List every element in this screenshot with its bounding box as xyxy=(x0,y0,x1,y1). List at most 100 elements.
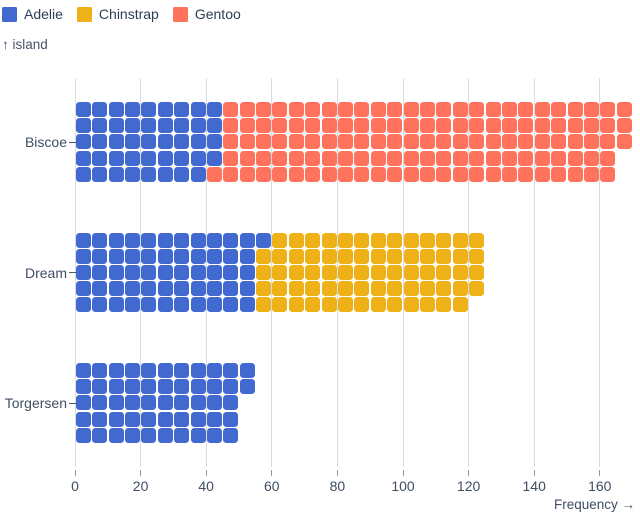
waffle-cell-chinstrap xyxy=(338,264,354,280)
waffle-band-dream xyxy=(75,232,485,313)
waffle-cell-chinstrap xyxy=(272,264,288,280)
waffle-cell-adelie xyxy=(92,166,108,182)
waffle-cell-gentoo xyxy=(256,118,272,134)
legend-swatch-icon xyxy=(172,6,188,22)
waffle-cell-chinstrap xyxy=(436,248,452,264)
legend: Adelie Chinstrap Gentoo xyxy=(2,6,241,22)
waffle-cell-gentoo xyxy=(567,134,583,150)
waffle-cell-adelie xyxy=(92,281,108,297)
waffle-cell-adelie xyxy=(141,379,157,395)
waffle-cell-adelie xyxy=(174,281,190,297)
waffle-cell-adelie xyxy=(157,281,173,297)
legend-item-chinstrap: Chinstrap xyxy=(76,6,159,22)
waffle-cell-gentoo xyxy=(469,118,485,134)
x-axis-title: Frequency → xyxy=(553,497,635,512)
waffle-cell-adelie xyxy=(75,134,91,150)
waffle-cell-gentoo xyxy=(403,150,419,166)
waffle-cell-adelie xyxy=(92,363,108,378)
waffle-cell-chinstrap xyxy=(420,264,435,280)
waffle-cell-gentoo xyxy=(305,150,321,166)
waffle-cell-adelie xyxy=(206,411,222,427)
waffle-cell-chinstrap xyxy=(272,248,288,264)
waffle-cell-adelie xyxy=(75,411,91,427)
y-tick-label-torgersen: Torgersen xyxy=(4,395,67,411)
waffle-cell-gentoo xyxy=(370,166,386,182)
waffle-cell-gentoo xyxy=(288,150,304,166)
waffle-cell-adelie xyxy=(108,102,124,117)
waffle-cell-gentoo xyxy=(616,102,632,117)
waffle-cell-adelie xyxy=(223,264,239,280)
waffle-cell-adelie xyxy=(157,379,173,395)
waffle-cell-gentoo xyxy=(583,150,599,166)
waffle-cell-gentoo xyxy=(600,134,616,150)
waffle-cell-adelie xyxy=(124,427,140,443)
waffle-cell-adelie xyxy=(174,150,190,166)
x-tick-label-100: 100 xyxy=(391,478,415,494)
waffle-cell-adelie xyxy=(141,134,157,150)
waffle-cell-adelie xyxy=(157,118,173,134)
waffle-cell-chinstrap xyxy=(305,281,321,297)
waffle-cell-adelie xyxy=(157,264,173,280)
waffle-cell-gentoo xyxy=(583,166,599,182)
waffle-cell-gentoo xyxy=(452,102,468,117)
waffle-cell-adelie xyxy=(174,264,190,280)
waffle-cell-adelie xyxy=(108,281,124,297)
legend-item-adelie: Adelie xyxy=(2,6,63,22)
waffle-cell-gentoo xyxy=(239,150,255,166)
waffle-cell-chinstrap xyxy=(288,264,304,280)
waffle-cell-chinstrap xyxy=(387,297,403,313)
waffle-cell-gentoo xyxy=(600,166,616,182)
waffle-cell-adelie xyxy=(174,102,190,117)
waffle-cell-adelie xyxy=(206,232,222,248)
waffle-cell-chinstrap xyxy=(272,232,288,248)
waffle-cell-gentoo xyxy=(288,134,304,150)
waffle-cell-adelie xyxy=(223,411,239,427)
waffle-cell-adelie xyxy=(75,281,91,297)
waffle-cell-chinstrap xyxy=(256,248,272,264)
waffle-cell-gentoo xyxy=(420,134,435,150)
waffle-cell-chinstrap xyxy=(354,281,370,297)
waffle-cell-gentoo xyxy=(436,150,452,166)
waffle-cell-adelie xyxy=(223,297,239,313)
waffle-cell-adelie xyxy=(141,264,157,280)
waffle-cell-chinstrap xyxy=(338,248,354,264)
waffle-cell-adelie xyxy=(124,134,140,150)
waffle-cell-gentoo xyxy=(223,134,239,150)
waffle-cell-adelie xyxy=(108,427,124,443)
waffle-cell-gentoo xyxy=(583,134,599,150)
waffle-cell-gentoo xyxy=(436,134,452,150)
waffle-cell-gentoo xyxy=(600,118,616,134)
waffle-cell-chinstrap xyxy=(288,248,304,264)
waffle-cell-adelie xyxy=(141,395,157,411)
waffle-cell-adelie xyxy=(92,102,108,117)
waffle-cell-adelie xyxy=(239,264,255,280)
waffle-cell-gentoo xyxy=(223,118,239,134)
waffle-cell-adelie xyxy=(190,411,206,427)
waffle-cell-gentoo xyxy=(534,150,550,166)
waffle-cell-adelie xyxy=(92,150,108,166)
waffle-cell-adelie xyxy=(157,134,173,150)
waffle-cell-adelie xyxy=(190,248,206,264)
waffle-cell-chinstrap xyxy=(288,297,304,313)
waffle-cell-adelie xyxy=(157,395,173,411)
waffle-cell-gentoo xyxy=(305,166,321,182)
waffle-cell-adelie xyxy=(124,102,140,117)
waffle-cell-adelie xyxy=(108,150,124,166)
waffle-cell-adelie xyxy=(108,166,124,182)
waffle-cell-gentoo xyxy=(338,166,354,182)
y-tick-torgersen xyxy=(69,402,77,404)
x-tick-label-80: 80 xyxy=(329,478,346,494)
waffle-cell-gentoo xyxy=(551,102,567,117)
waffle-cell-gentoo xyxy=(338,102,354,117)
waffle-cell-adelie xyxy=(223,395,239,411)
waffle-cell-gentoo xyxy=(387,118,403,134)
waffle-cell-chinstrap xyxy=(403,264,419,280)
waffle-cell-adelie xyxy=(223,427,239,443)
waffle-cell-adelie xyxy=(174,297,190,313)
waffle-cell-chinstrap xyxy=(272,297,288,313)
gridline-x-100 xyxy=(402,78,404,467)
waffle-cell-gentoo xyxy=(272,102,288,117)
waffle-cell-adelie xyxy=(174,118,190,134)
legend-swatch-icon xyxy=(76,6,92,22)
waffle-cell-adelie xyxy=(92,264,108,280)
